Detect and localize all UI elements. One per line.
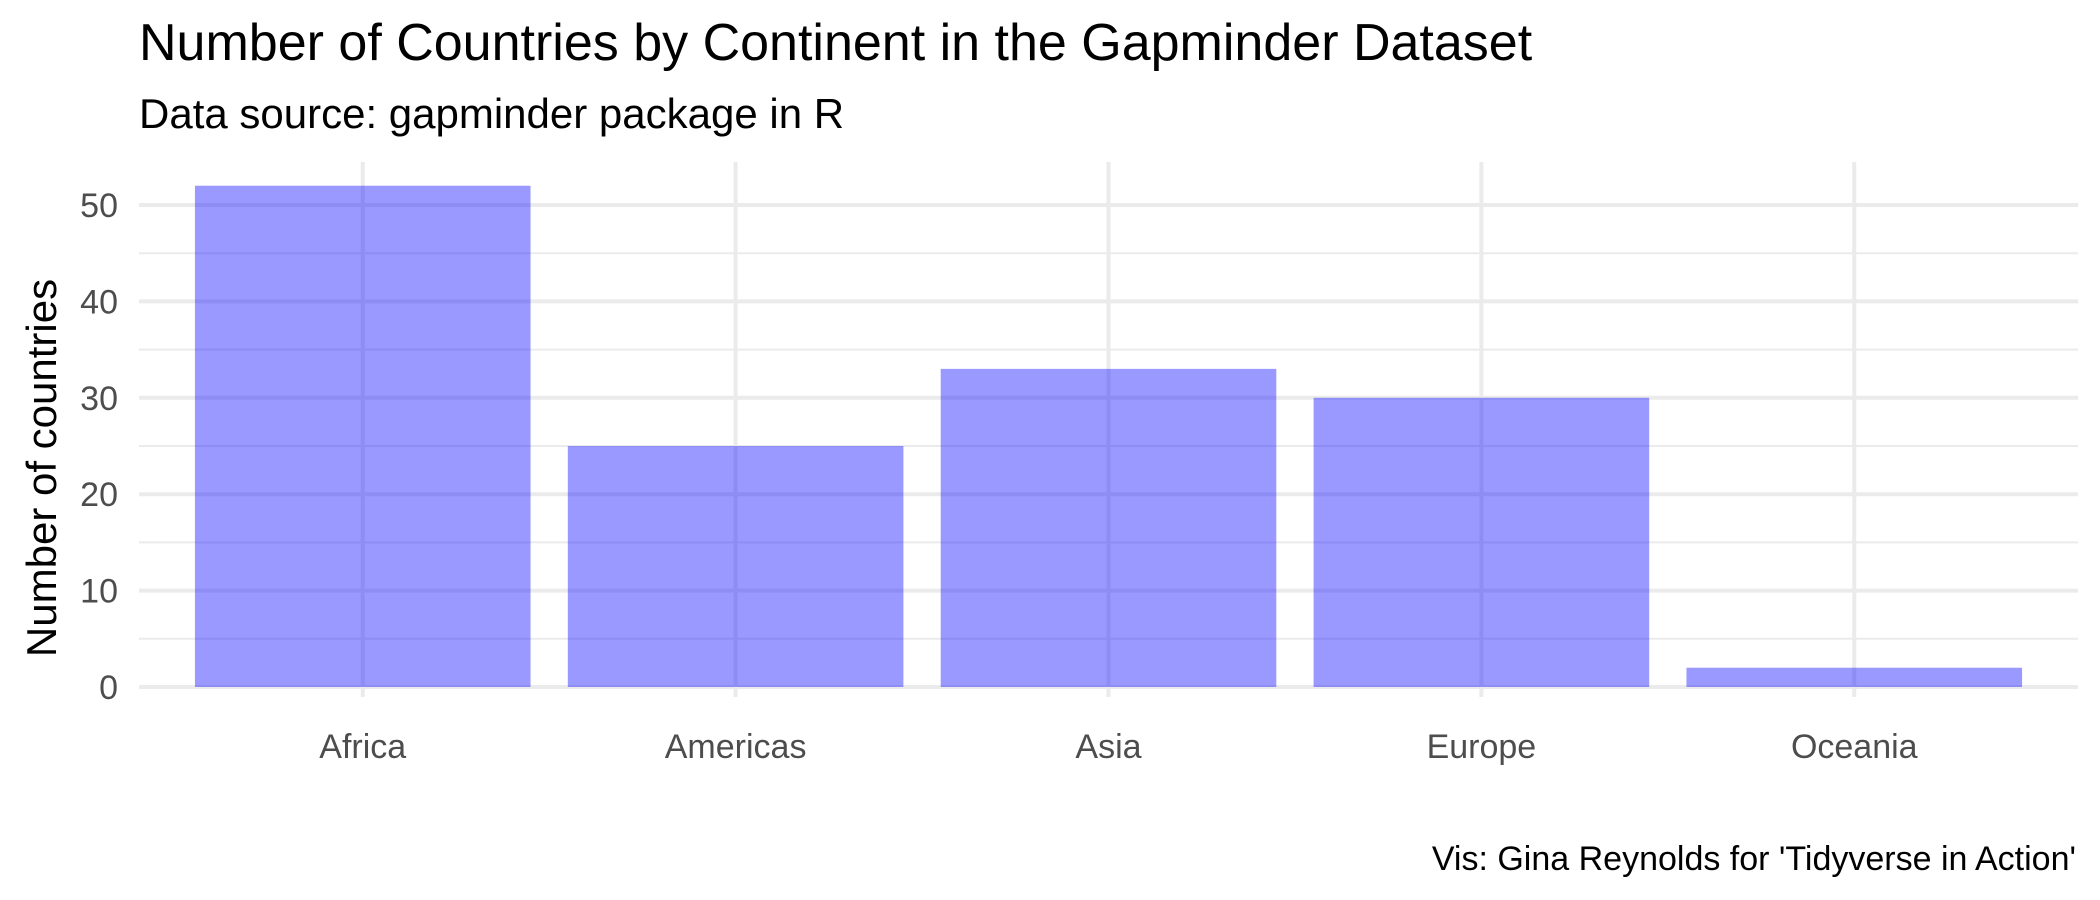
- y-tick-label: 30: [80, 380, 118, 418]
- x-tick-label: Americas: [665, 728, 807, 766]
- chart-subtitle: Data source: gapminder package in R: [139, 90, 844, 137]
- chart-title: Number of Countries by Continent in the …: [139, 14, 1533, 72]
- bar-oceania: [1686, 667, 2023, 687]
- chart-caption: Vis: Gina Reynolds for 'Tidyverse in Act…: [1432, 840, 2076, 878]
- y-tick-label: 40: [80, 283, 118, 321]
- gridlines: [139, 162, 2078, 697]
- x-tick-label: Asia: [1075, 728, 1141, 766]
- y-axis-label: Number of countries: [18, 279, 65, 657]
- y-tick-label: 0: [99, 669, 118, 707]
- bars: [194, 185, 2023, 687]
- x-tick-label: Africa: [319, 728, 406, 766]
- bar-asia: [940, 368, 1277, 687]
- y-tick-label: 20: [80, 476, 118, 514]
- y-tick-label: 10: [80, 573, 118, 611]
- x-tick-label: Europe: [1427, 728, 1537, 766]
- axis-ticks: 0 10 20 30 40 50 Africa Americas Asia Europe Ocean…: [80, 187, 1918, 766]
- x-tick-label: Oceania: [1791, 728, 1918, 766]
- bar-europe: [1313, 397, 1650, 687]
- y-tick-label: 50: [80, 187, 118, 225]
- bar-africa: [194, 185, 531, 687]
- bar-americas: [567, 446, 904, 687]
